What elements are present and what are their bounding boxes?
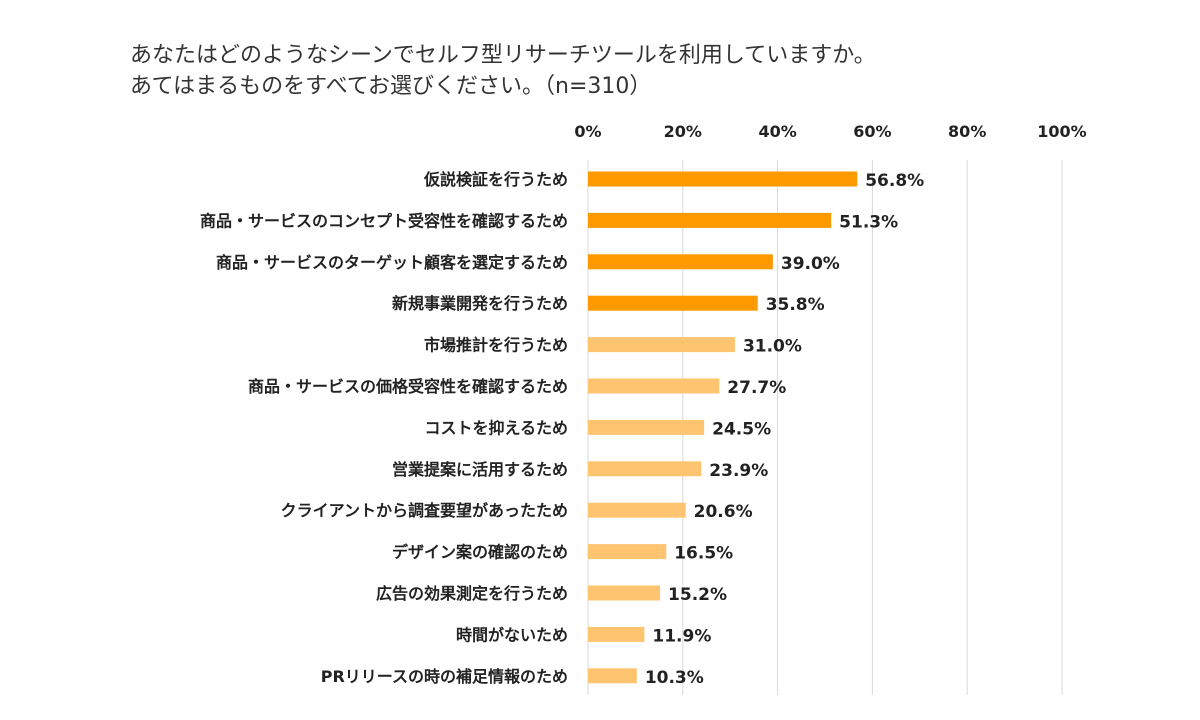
data-label: 16.5%	[674, 544, 733, 564]
category-label: 広告の効果測定を行うため	[376, 584, 568, 603]
data-label: 15.2%	[668, 585, 727, 605]
category-label: 市場推計を行うため	[424, 336, 568, 355]
bar	[588, 544, 667, 560]
bar	[588, 378, 720, 394]
category-label: 営業提案に活用するため	[392, 460, 568, 479]
bar	[588, 668, 637, 684]
data-label: 31.0%	[743, 337, 802, 357]
bar	[588, 461, 702, 477]
bar	[588, 585, 661, 601]
bar	[588, 626, 645, 642]
data-label: 23.9%	[709, 461, 768, 481]
data-label: 35.8%	[766, 295, 825, 315]
bar	[588, 212, 832, 228]
category-label: コストを抑えるため	[424, 418, 568, 437]
category-label: 新規事業開発を行うため	[392, 294, 568, 313]
category-label: 商品・サービスの価格受容性を確認するため	[248, 377, 568, 396]
data-label: 20.6%	[694, 502, 753, 522]
category-label: 商品・サービスのターゲット顧客を選定するため	[216, 253, 568, 272]
data-label: 51.3%	[839, 212, 898, 232]
data-label: 39.0%	[781, 254, 840, 274]
category-label: クライアントから調査要望があったため	[281, 501, 568, 520]
x-tick-label: 60%	[853, 122, 891, 141]
bar	[588, 337, 735, 353]
bar	[588, 254, 773, 270]
bar	[588, 171, 858, 187]
data-label: 10.3%	[645, 668, 704, 688]
category-label: 仮説検証を行うため	[423, 170, 568, 189]
x-tick-label: 40%	[758, 122, 796, 141]
bar	[588, 502, 686, 518]
x-tick-label: 80%	[948, 122, 986, 141]
data-label: 24.5%	[712, 419, 771, 439]
data-label: 27.7%	[727, 378, 786, 398]
category-label: 時間がないため	[456, 625, 568, 644]
chart-title-line-2: あてはまるものをすべてお選びください。（n=310）	[130, 74, 652, 99]
category-label: 商品・サービスのコンセプト受容性を確認するため	[200, 211, 568, 230]
category-label: PRリリースの時の補足情報のため	[321, 667, 568, 686]
x-tick-label: 100%	[1037, 122, 1086, 141]
chart-title: あなたはどのようなシーンでセルフ型リサーチツールを利用していますか。 あてはまる…	[130, 40, 876, 102]
bar	[588, 419, 705, 435]
chart-title-line-1: あなたはどのようなシーンでセルフ型リサーチツールを利用していますか。	[130, 43, 876, 68]
bar	[588, 295, 758, 311]
x-tick-label: 0%	[574, 122, 601, 141]
data-label: 56.8%	[865, 171, 924, 191]
category-label: デザイン案の確認のため	[392, 543, 568, 562]
data-label: 11.9%	[652, 626, 711, 646]
x-tick-label: 20%	[664, 122, 702, 141]
